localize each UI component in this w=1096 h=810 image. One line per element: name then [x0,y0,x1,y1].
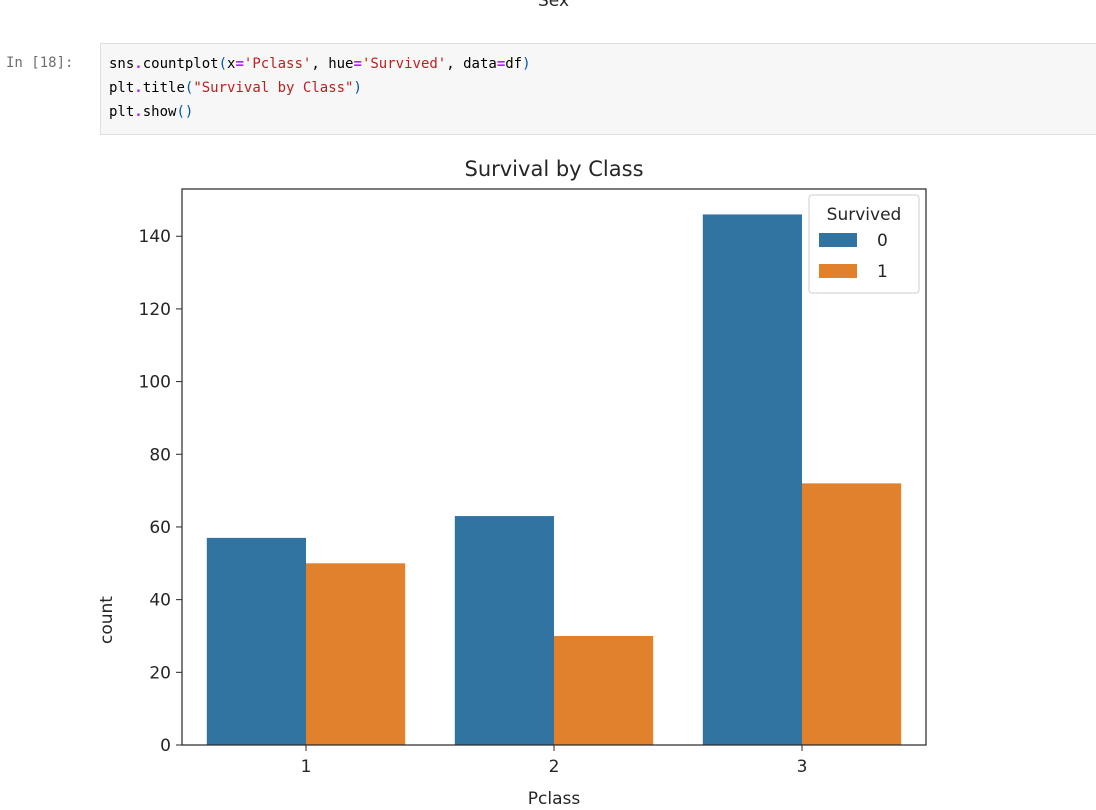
code-token: . [134,56,143,72]
cell-prompt: In [18]: [6,55,74,71]
code-line-1: sns.countplot(x='Pclass', hue='Survived'… [109,56,531,72]
x-axis-label: Pclass [528,789,581,806]
legend-title: Survived [827,205,902,225]
bar-chart: Survival by Class Pclass count 020406080… [97,157,927,809]
code-token: sns [109,56,135,72]
y-tick-label: 140 [139,227,171,247]
code-token: ) [522,56,531,72]
x-tick-label: 3 [797,757,808,777]
legend-label: 0 [877,231,888,251]
bar-2-survived-0 [454,516,554,745]
y-tick-label: 100 [139,373,171,393]
bars-group [206,214,902,745]
legend: Survived 0 1 [808,194,920,294]
code-line-2: plt.title("Survival by Class") [109,80,362,96]
previous-output-axis-label: Sex [538,0,570,11]
code-token: , hue [311,56,354,72]
x-tick-label: 2 [549,757,560,777]
y-tick-label: 40 [149,591,171,611]
bar-3-survived-0 [702,214,802,745]
code-token: 'Pclass' [243,56,312,72]
code-token: , data [446,56,497,72]
code-token: = [235,56,244,72]
output-chart: Survival by Class Pclass count 0 20 40 60 80… [90,150,940,810]
y-ticks: 0 20 40 60 80 100 120 140 [139,227,182,756]
y-tick-label: 20 [149,663,171,683]
code-token: show [142,104,177,120]
y-tick-label: 80 [149,445,171,465]
code-token: plt [109,104,135,120]
y-tick-label: 60 [149,518,171,538]
x-tick-label: 1 [301,757,312,777]
code-token: 'Survived' [361,56,447,72]
code-token: . [134,80,143,96]
code-token: = [353,56,362,72]
chart-title: Survival by Class [464,157,643,181]
legend-swatch [819,233,857,247]
code-token: () [176,104,194,120]
code-token: ) [353,80,362,96]
axes-frame [181,188,927,746]
code-token: ( [184,80,194,96]
bar-1-survived-1 [306,563,406,745]
code-token: countplot [142,56,219,72]
code-token: plt [109,80,135,96]
x-ticks: 1 2 3 [301,745,808,777]
bar-1-survived-0 [206,537,306,745]
y-tick-label: 0 [160,736,171,756]
y-tick-label: 120 [139,300,171,320]
legend-swatch [819,264,857,278]
code-token: x [227,56,236,72]
code-token: df [505,56,523,72]
code-token: = [496,56,506,72]
bar-2-survived-1 [554,635,654,745]
y-axis-label: count [97,596,117,644]
code-cell-input[interactable]: sns.countplot(x='Pclass', hue='Survived'… [100,43,1096,135]
code-token: "Survival by Class" [193,80,354,96]
bar-3-survived-1 [802,483,902,745]
code-line-3: plt.show() [109,104,193,120]
code-token: title [142,80,185,96]
code-token: . [134,104,143,120]
legend-label: 1 [877,262,888,282]
code-token: ( [218,56,228,72]
